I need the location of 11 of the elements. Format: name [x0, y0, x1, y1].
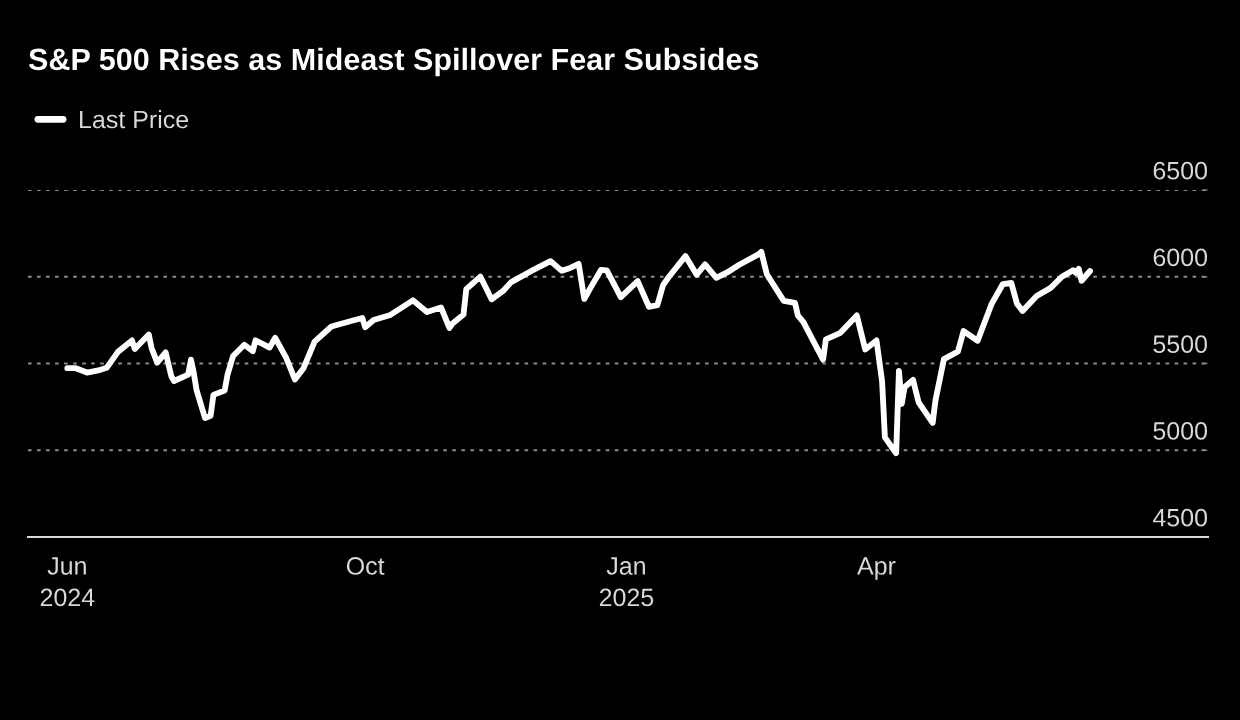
legend-label: Last Price: [80, 110, 189, 129]
x-tick-label: Jan 2025: [599, 557, 654, 607]
x-tick-label: Jun 2024: [40, 557, 95, 607]
x-tick-label: Apr: [857, 557, 896, 580]
y-tick-label: 5500: [1153, 335, 1208, 353]
chart-title: S&P 500 Rises as Mideast Spillover Fear Subsides: [28, 47, 759, 77]
y-tick-label: 4500: [1152, 508, 1208, 527]
x-tick-label: Oct: [346, 557, 385, 575]
y-tick-label: 6500: [1153, 161, 1208, 180]
y-tick-label: 6000: [1153, 248, 1208, 267]
y-tick-label: 5000: [1153, 422, 1208, 440]
